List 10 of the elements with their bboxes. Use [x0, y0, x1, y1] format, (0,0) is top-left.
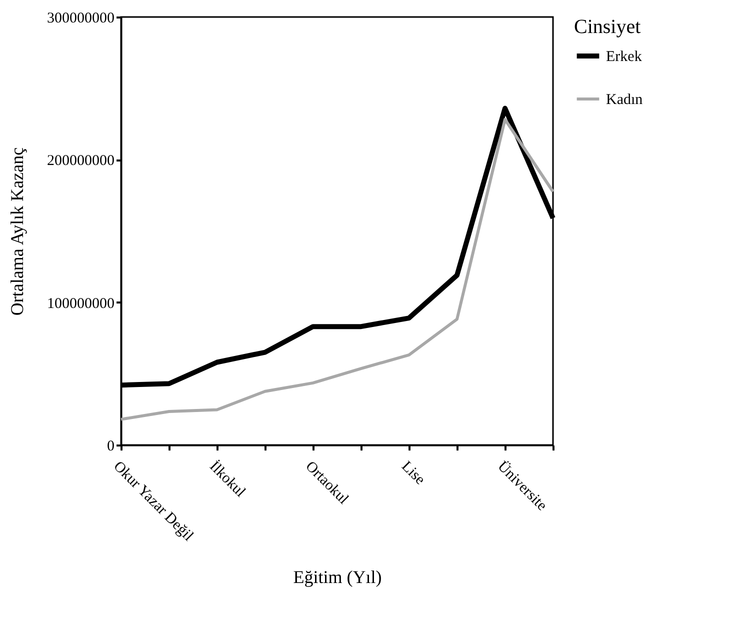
x-axis-title: Eğitim (Yıl)	[293, 567, 382, 588]
y-tick-label: 300000000	[47, 10, 114, 26]
y-axis-title: Ortalama Aylık Kazanç	[7, 147, 27, 316]
legend-title: Cinsiyet	[574, 16, 642, 38]
y-tick-label: 100000000	[47, 296, 114, 312]
y-tick-label: 200000000	[47, 153, 114, 170]
x-tick-label: Lise	[398, 458, 428, 488]
legend-label: Kadın	[606, 92, 644, 108]
legend-label: Erkek	[606, 49, 642, 65]
y-tick-label: 0	[107, 438, 114, 454]
